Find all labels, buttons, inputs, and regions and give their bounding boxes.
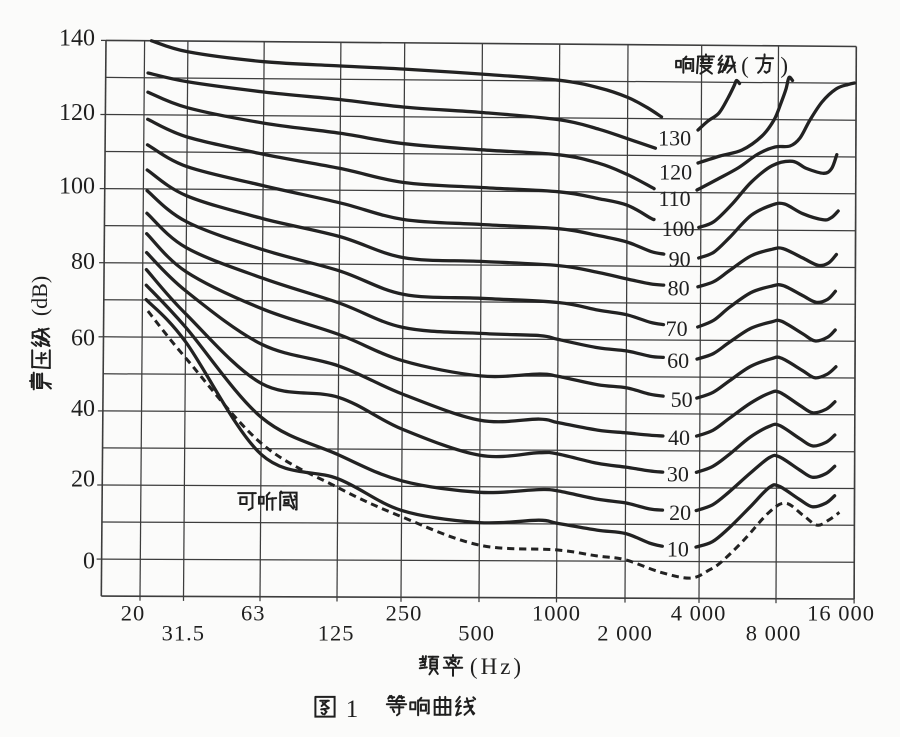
svg-text:80: 80 (71, 249, 95, 275)
svg-text:120: 120 (659, 159, 692, 184)
svg-text:31.5: 31.5 (162, 621, 205, 646)
svg-text:120: 120 (59, 100, 95, 126)
svg-text:20: 20 (669, 500, 691, 525)
svg-text:0: 0 (83, 549, 95, 575)
svg-text:(dB): (dB) (27, 276, 52, 316)
svg-text:100: 100 (662, 216, 695, 241)
svg-text:100: 100 (59, 174, 95, 200)
svg-text:130: 130 (658, 125, 691, 150)
svg-text:90: 90 (669, 246, 691, 271)
svg-text:10: 10 (667, 537, 689, 562)
svg-text:20: 20 (121, 601, 146, 626)
svg-text:2 000: 2 000 (597, 621, 653, 646)
svg-text:80: 80 (668, 275, 690, 300)
svg-text:40: 40 (668, 425, 690, 450)
svg-text:140: 140 (59, 26, 95, 52)
svg-text:50: 50 (671, 387, 693, 412)
svg-text:250: 250 (386, 601, 423, 626)
svg-text:30: 30 (667, 461, 689, 486)
svg-text:70: 70 (666, 316, 688, 341)
svg-text:(: ( (741, 53, 749, 78)
svg-text:20: 20 (71, 467, 95, 493)
svg-text:4 000: 4 000 (671, 601, 727, 626)
svg-text:8 000: 8 000 (746, 621, 802, 646)
svg-text:60: 60 (71, 326, 95, 352)
svg-text:1: 1 (346, 696, 359, 723)
svg-text:1000: 1000 (532, 601, 581, 626)
svg-text:(Hz): (Hz) (470, 654, 524, 679)
svg-text:40: 40 (71, 396, 95, 422)
svg-text:500: 500 (458, 621, 495, 646)
svg-text:125: 125 (318, 621, 355, 646)
svg-text:110: 110 (659, 186, 691, 211)
svg-text:16 000: 16 000 (807, 601, 875, 626)
svg-text:): ) (780, 53, 788, 78)
svg-text:63: 63 (241, 601, 266, 626)
svg-text:60: 60 (667, 348, 689, 373)
